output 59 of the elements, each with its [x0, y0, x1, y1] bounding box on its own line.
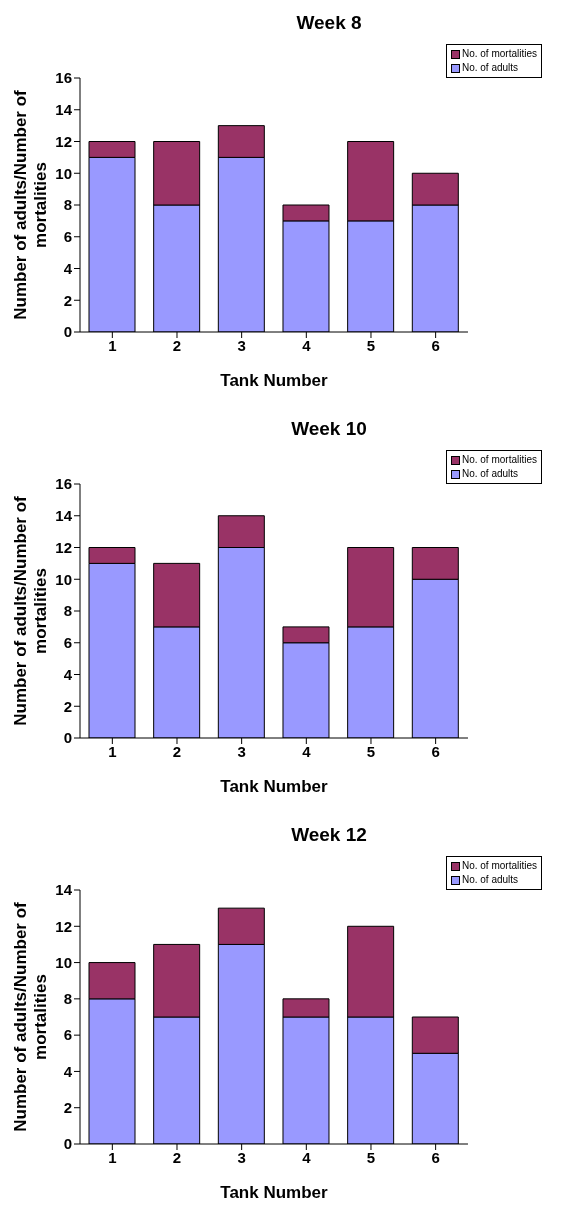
y-tick-label: 10 — [55, 164, 72, 182]
y-axis-title: Number of adults/Number of mortalities — [11, 89, 50, 320]
y-axis-title: Number of adults/Number of mortalities — [11, 901, 50, 1132]
x-tick-label: 2 — [172, 742, 182, 760]
x-tick-label: 3 — [237, 336, 246, 354]
x-tick-label: 5 — [366, 742, 376, 760]
y-tick-label: 8 — [63, 990, 72, 1008]
y-tick-label: 4 — [63, 1062, 73, 1080]
x-tick-label: 4 — [302, 336, 312, 354]
x-tick-label: 5 — [366, 1148, 376, 1166]
legend-label: No. of adults — [461, 873, 519, 887]
legend-label: No. of adults — [461, 467, 519, 481]
y-tick-label: 10 — [55, 953, 72, 971]
y-axis-title: Number of adults/Number of mortalities — [11, 495, 50, 726]
y-tick-label: 12 — [55, 538, 72, 556]
y-tick-label: 2 — [63, 1099, 72, 1117]
y-tick-label: 16 — [55, 475, 72, 493]
chart-title: Week 10 — [290, 417, 368, 441]
y-tick-label: 8 — [63, 196, 72, 214]
y-tick-label: 0 — [63, 323, 72, 341]
x-tick-label: 6 — [431, 742, 440, 760]
x-axis-title: Tank Number — [220, 1183, 329, 1202]
legend-label: No. of adults — [461, 61, 519, 75]
x-tick-label: 1 — [108, 742, 117, 760]
x-tick-label: 2 — [172, 336, 182, 354]
chart-title: Week 8 — [295, 11, 363, 35]
y-tick-label: 10 — [55, 570, 72, 588]
legend-label: No. of mortalities — [461, 47, 537, 61]
x-tick-label: 6 — [431, 1148, 440, 1166]
y-tick-label: 6 — [63, 228, 72, 246]
x-tick-label: 4 — [302, 1148, 312, 1166]
x-tick-label: 6 — [431, 336, 440, 354]
y-tick-label: 6 — [63, 1026, 72, 1044]
legend-label: No. of mortalities — [461, 859, 537, 873]
y-tick-label: 4 — [63, 665, 73, 683]
x-tick-label: 3 — [237, 742, 246, 760]
y-tick-label: 14 — [55, 507, 73, 525]
y-tick-label: 12 — [55, 917, 72, 935]
y-tick-label: 14 — [55, 881, 73, 899]
y-tick-label: 4 — [63, 259, 73, 277]
y-tick-label: 14 — [55, 101, 73, 119]
y-tick-label: 8 — [63, 602, 72, 620]
x-tick-label: 1 — [108, 336, 117, 354]
chart-title: Week 12 — [290, 823, 368, 847]
y-tick-label: 16 — [55, 69, 72, 87]
x-tick-label: 4 — [302, 742, 312, 760]
y-tick-label: 2 — [63, 697, 72, 715]
y-tick-label: 0 — [63, 1135, 72, 1153]
x-axis-title: Tank Number — [220, 371, 329, 390]
y-tick-label: 12 — [55, 132, 72, 150]
x-axis-title: Tank Number — [220, 777, 329, 796]
y-tick-label: 2 — [63, 291, 72, 309]
x-tick-label: 1 — [108, 1148, 117, 1166]
x-tick-label: 3 — [237, 1148, 246, 1166]
x-tick-label: 2 — [172, 1148, 182, 1166]
y-tick-label: 6 — [63, 634, 72, 652]
y-tick-label: 0 — [63, 729, 72, 747]
legend-label: No. of mortalities — [461, 453, 537, 467]
x-tick-label: 5 — [366, 336, 376, 354]
